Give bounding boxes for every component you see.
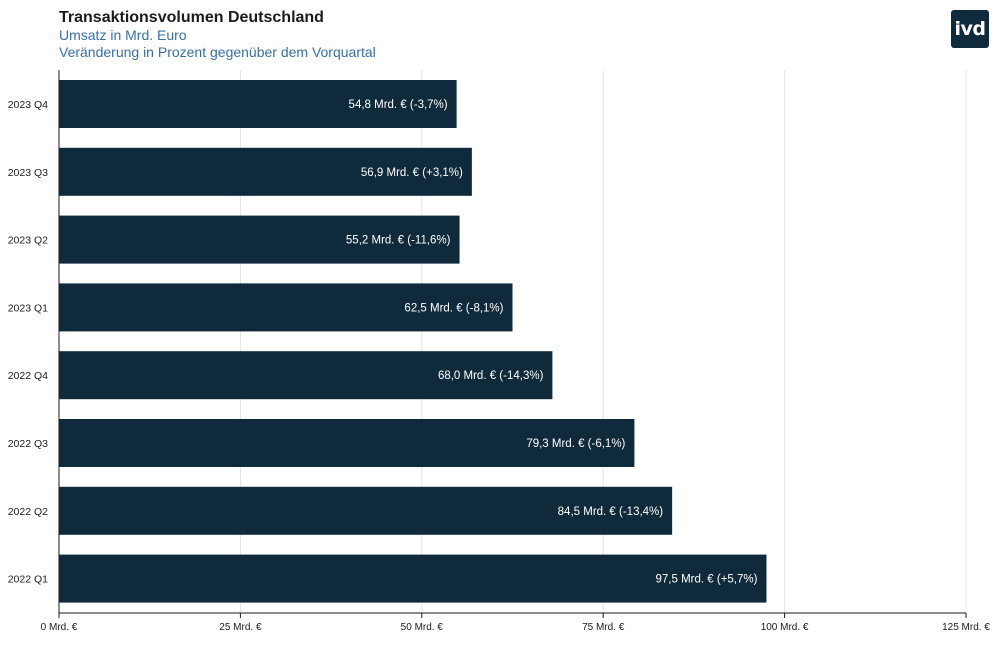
chart-subtitle-unit: Umsatz in Mrd. Euro bbox=[59, 27, 187, 43]
data-label: 56,9 Mrd. € (+3,1%) bbox=[361, 167, 463, 179]
bar bbox=[59, 486, 673, 535]
data-label: 84,5 Mrd. € (-13,4%) bbox=[558, 506, 664, 518]
bar bbox=[59, 419, 635, 467]
bar bbox=[59, 80, 457, 128]
x-tick-label: 125 Mrd. € bbox=[942, 622, 990, 633]
bar bbox=[59, 215, 460, 264]
category-label: 2023 Q1 bbox=[8, 302, 48, 314]
category-label: 2022 Q2 bbox=[8, 506, 48, 518]
x-tick-label: 0 Mrd. € bbox=[41, 622, 78, 633]
bar bbox=[59, 554, 767, 603]
x-tick-label: 50 Mrd. € bbox=[401, 622, 444, 633]
data-label: 97,5 Mrd. € (+5,7%) bbox=[656, 574, 758, 586]
category-label: 2022 Q1 bbox=[8, 574, 48, 586]
data-label: 79,3 Mrd. € (-6,1%) bbox=[526, 438, 625, 450]
bar bbox=[59, 283, 513, 332]
data-label: 55,2 Mrd. € (-11,6%) bbox=[346, 235, 451, 247]
ivd-logo: ivd bbox=[951, 10, 989, 48]
category-label: 2023 Q3 bbox=[8, 167, 48, 179]
data-label: 68,0 Mrd. € (-14,3%) bbox=[438, 370, 544, 382]
bar bbox=[59, 147, 472, 196]
x-tick-label: 100 Mrd. € bbox=[761, 622, 809, 633]
x-tick-label: 75 Mrd. € bbox=[582, 622, 625, 633]
data-label: 62,5 Mrd. € (-8,1%) bbox=[404, 302, 503, 314]
category-label: 2022 Q3 bbox=[8, 438, 48, 450]
bar bbox=[59, 351, 553, 400]
category-label: 2023 Q4 bbox=[8, 99, 48, 111]
ivd-logo-text: ivd bbox=[954, 18, 987, 40]
category-label: 2023 Q2 bbox=[8, 235, 48, 247]
chart-title: Transaktionsvolumen Deutschland bbox=[59, 9, 324, 26]
chart-subtitle-change: Veränderung in Prozent gegenüber dem Vor… bbox=[59, 44, 376, 60]
x-tick-label: 25 Mrd. € bbox=[219, 622, 262, 633]
chart-header: Transaktionsvolumen Deutschland Umsatz i… bbox=[59, 8, 376, 61]
data-label: 54,8 Mrd. € (-3,7%) bbox=[349, 99, 448, 111]
category-label: 2022 Q4 bbox=[8, 370, 48, 382]
